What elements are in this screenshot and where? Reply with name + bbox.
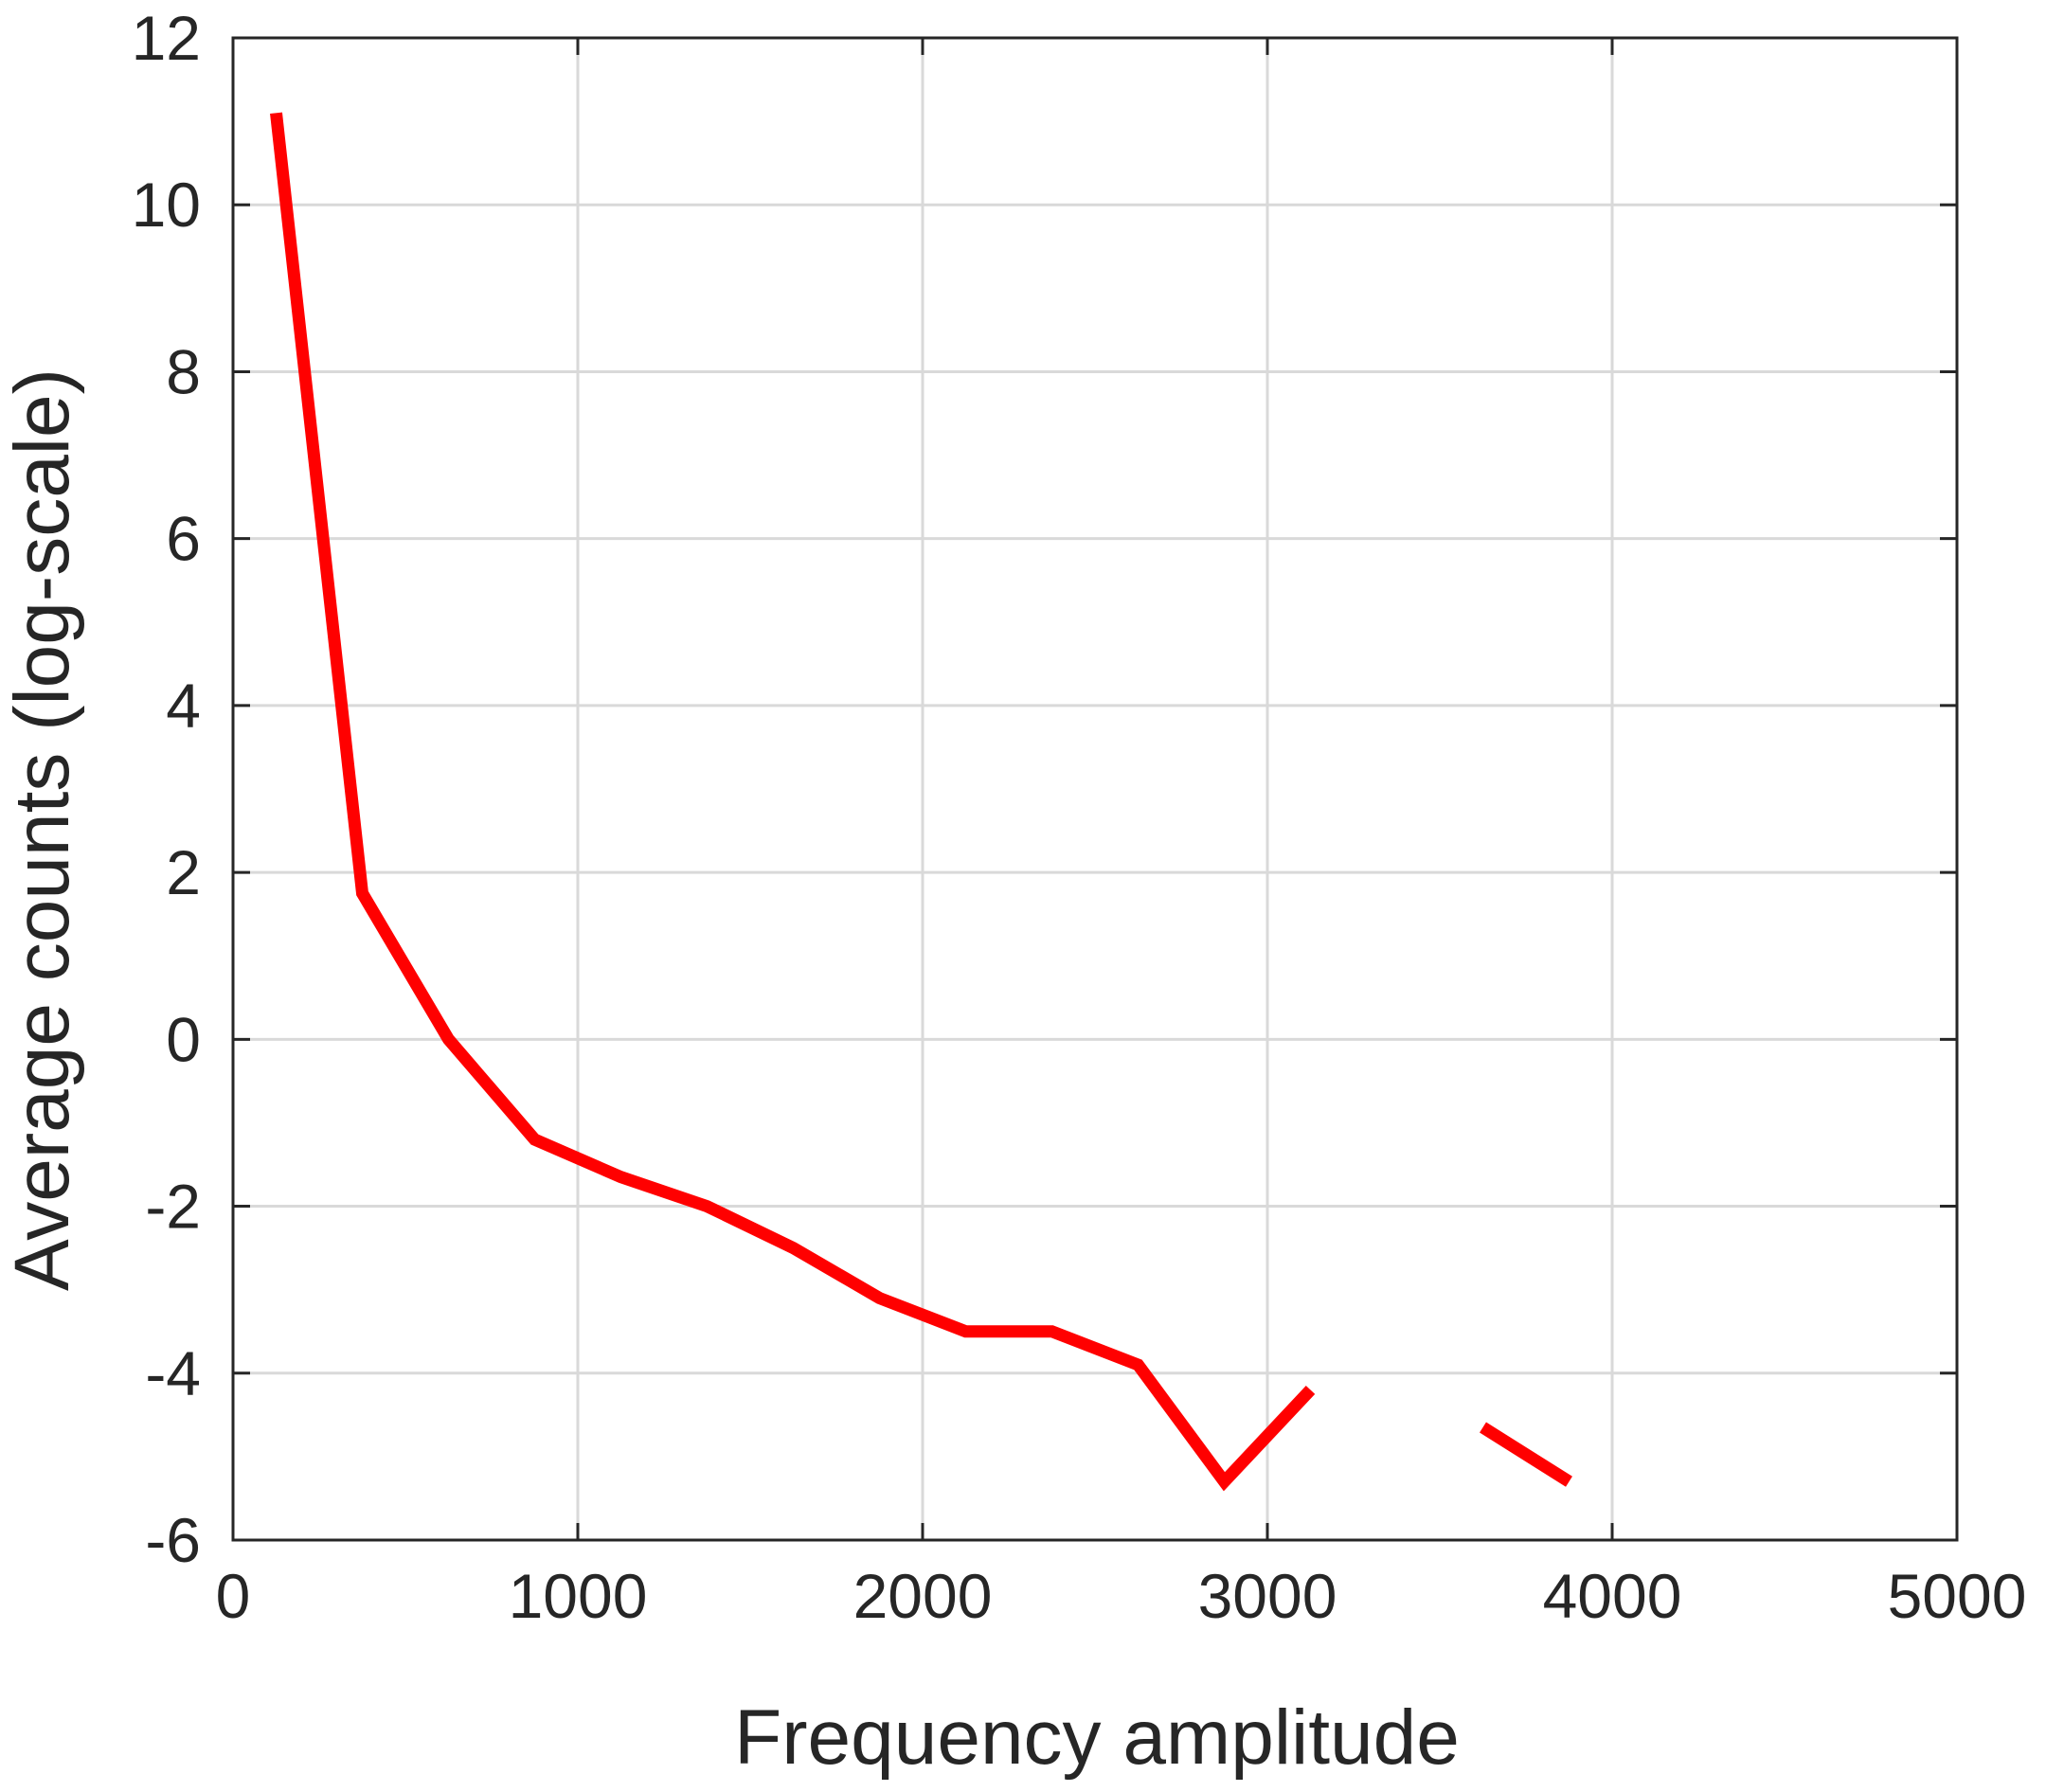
- y-tick-label: 6: [166, 504, 201, 574]
- axes-box: [231, 36, 1959, 1542]
- grid-layer: [233, 38, 1957, 1540]
- y-tick-label: -2: [145, 1172, 201, 1242]
- y-tick-label: -6: [145, 1505, 201, 1575]
- y-tick-label: 4: [166, 671, 201, 741]
- y-tick-label: 0: [166, 1004, 201, 1074]
- y-tick-label: 8: [166, 336, 201, 406]
- y-tick-label: -4: [145, 1338, 201, 1408]
- y-tick-label: 10: [132, 170, 201, 240]
- x-tick-label: 5000: [1888, 1561, 2027, 1631]
- x-tick-label: 2000: [853, 1561, 993, 1631]
- x-tick-label: 0: [216, 1561, 251, 1631]
- y-axis-label: Average counts (log-scale): [0, 368, 85, 1291]
- x-tick-label: 1000: [509, 1561, 648, 1631]
- x-tick-label: 4000: [1543, 1561, 1682, 1631]
- y-tick-label: 12: [132, 3, 201, 73]
- series-line-segment: [1480, 1422, 1572, 1487]
- axes-layer: [231, 36, 1959, 1542]
- tick-label-layer: 0 1000 2000 3000 4000 5000 -6 -4 -2 0 2 4 6 8 10 12: [132, 3, 2027, 1631]
- x-axis-label: Frequency amplitude: [734, 1694, 1460, 1781]
- series-line-segment: [270, 112, 1316, 1492]
- y-tick-label: 2: [166, 837, 201, 907]
- x-tick-label: 3000: [1198, 1561, 1337, 1631]
- series-layer: [270, 112, 1572, 1492]
